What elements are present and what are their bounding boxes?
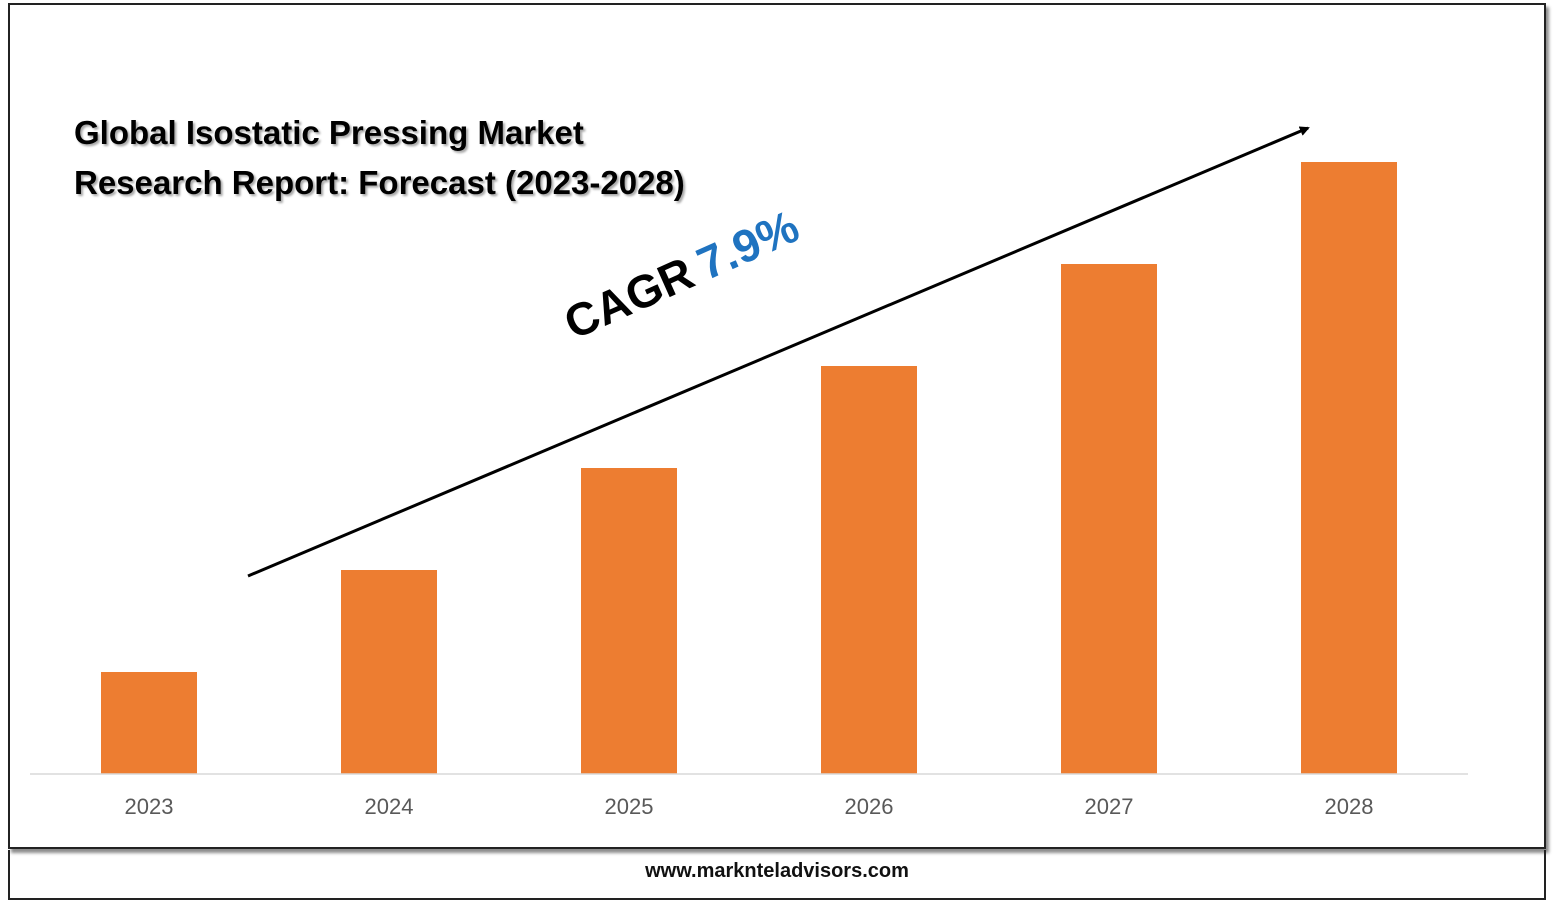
x-axis-ticks: 2023 2024 2025 2026 2027 2028 [125, 794, 1374, 819]
x-tick-label-2027: 2027 [1085, 794, 1134, 819]
footer-url: www.marknteladvisors.com [645, 860, 909, 882]
bar-series [101, 162, 1397, 774]
chart-title-line-2: Research Report: Forecast (2023-2028) [74, 164, 685, 201]
bar-2024 [341, 570, 437, 774]
x-tick-label-2023: 2023 [125, 794, 174, 819]
x-tick-label-2026: 2026 [845, 794, 894, 819]
chart-title-line-1: Global Isostatic Pressing Market [74, 114, 584, 151]
bar-2023 [101, 672, 197, 774]
bar-2025 [581, 468, 677, 774]
bar-2028 [1301, 162, 1397, 774]
trend-arrow [247, 126, 1310, 578]
x-tick-label-2024: 2024 [365, 794, 414, 819]
chart-title: Global Isostatic Pressing Market Researc… [74, 108, 794, 208]
bar-2027 [1061, 264, 1157, 774]
bar-2026 [821, 366, 917, 774]
chart-frame [8, 3, 1546, 849]
x-tick-label-2025: 2025 [605, 794, 654, 819]
footer: www.marknteladvisors.com [8, 850, 1546, 900]
x-tick-label-2028: 2028 [1325, 794, 1374, 819]
